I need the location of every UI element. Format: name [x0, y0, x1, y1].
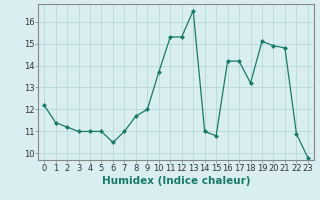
X-axis label: Humidex (Indice chaleur): Humidex (Indice chaleur): [102, 176, 250, 186]
